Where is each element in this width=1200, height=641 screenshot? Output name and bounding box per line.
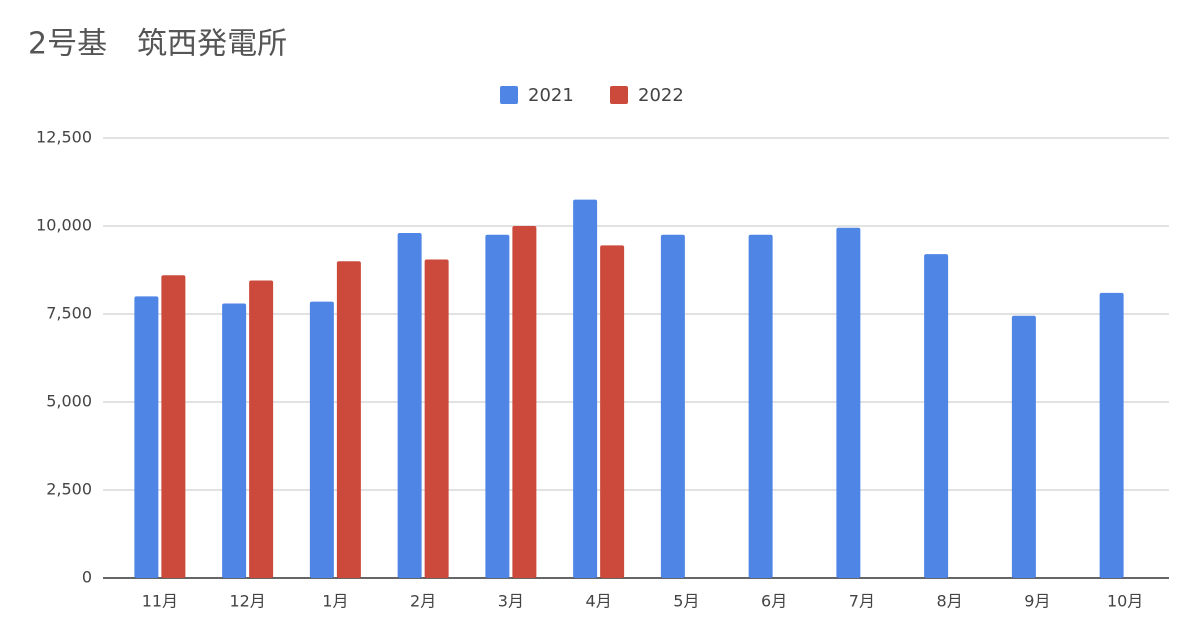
y-tick-label: 10,000 [36,216,92,235]
x-tick-label: 8月 [937,592,963,611]
bar [1099,292,1124,578]
bar [924,254,949,578]
y-tick-label: 0 [82,568,92,587]
bar [836,227,861,578]
bar [249,280,274,578]
bar [1011,315,1036,578]
bar [222,303,247,578]
x-tick-label: 4月 [586,592,612,611]
x-tick-label: 6月 [761,592,787,611]
bar [485,234,510,579]
bar [161,275,186,578]
x-tick-label: 7月 [849,592,875,611]
bar [660,234,685,579]
x-tick-label: 12月 [229,592,265,611]
legend-label: 2022 [638,85,684,106]
legend-swatch [500,86,518,104]
legend-label: 2021 [528,85,574,106]
bar [397,233,422,579]
chart-title: 2号基 筑西発電所 [28,27,287,62]
x-tick-label: 10月 [1107,592,1143,611]
x-tick-label: 5月 [673,592,699,611]
bar [512,226,537,578]
x-tick-label: 2月 [410,592,436,611]
bar [573,199,598,578]
bar [748,234,773,579]
bar [336,261,361,578]
bar [309,301,334,578]
y-tick-label: 12,500 [36,128,92,147]
y-tick-label: 5,000 [46,392,92,411]
x-tick-label: 3月 [498,592,524,611]
x-tick-label: 9月 [1024,592,1050,611]
y-tick-label: 7,500 [46,304,92,323]
y-tick-label: 2,500 [46,480,92,499]
bar [424,259,449,578]
x-tick-label: 11月 [142,592,178,611]
bar [600,245,625,579]
legend-swatch [610,86,628,104]
x-tick-label: 1月 [322,592,348,611]
bar [134,296,159,578]
